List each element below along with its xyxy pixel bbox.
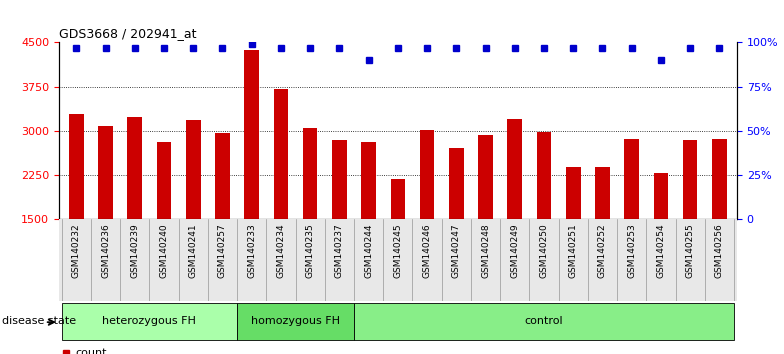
Text: GSM140257: GSM140257 [218, 224, 227, 278]
Text: GDS3668 / 202941_at: GDS3668 / 202941_at [59, 27, 196, 40]
Bar [128, 117, 142, 219]
Bar [98, 126, 113, 219]
Bar [390, 179, 405, 219]
Text: GSM140252: GSM140252 [598, 224, 607, 278]
Text: GSM140239: GSM140239 [130, 224, 140, 278]
Text: GSM140233: GSM140233 [247, 224, 256, 278]
Text: GSM140237: GSM140237 [335, 224, 344, 278]
Text: GSM140246: GSM140246 [423, 224, 432, 278]
Text: GSM140241: GSM140241 [189, 224, 198, 278]
Text: GSM140253: GSM140253 [627, 224, 637, 278]
Bar [537, 132, 551, 219]
Text: GSM140247: GSM140247 [452, 224, 461, 278]
Text: GSM140249: GSM140249 [510, 224, 519, 278]
Bar [186, 120, 201, 219]
Text: GSM140251: GSM140251 [568, 224, 578, 278]
FancyBboxPatch shape [62, 303, 237, 339]
Bar [507, 119, 522, 219]
Text: GSM140234: GSM140234 [277, 224, 285, 278]
Text: GSM140240: GSM140240 [159, 224, 169, 278]
FancyBboxPatch shape [237, 303, 354, 339]
Bar [654, 173, 668, 219]
Text: count: count [76, 348, 107, 354]
Bar [303, 128, 318, 219]
Text: GSM140255: GSM140255 [686, 224, 695, 278]
Bar [419, 130, 434, 219]
Text: GSM140245: GSM140245 [394, 224, 402, 278]
Bar [69, 114, 84, 219]
Bar [274, 88, 289, 219]
Bar [245, 50, 259, 219]
Bar [361, 142, 376, 219]
Text: heterozygous FH: heterozygous FH [103, 316, 196, 326]
Bar [449, 148, 463, 219]
Bar [595, 167, 610, 219]
Bar [683, 141, 698, 219]
Text: disease state: disease state [2, 316, 77, 326]
Text: GSM140254: GSM140254 [656, 224, 666, 278]
Text: GSM140236: GSM140236 [101, 224, 110, 278]
FancyBboxPatch shape [354, 303, 734, 339]
Text: GSM140244: GSM140244 [364, 224, 373, 278]
Bar [157, 142, 172, 219]
Text: GSM140256: GSM140256 [715, 224, 724, 278]
Bar [215, 133, 230, 219]
Bar [478, 135, 493, 219]
Bar [624, 139, 639, 219]
Bar [712, 139, 727, 219]
Text: GSM140235: GSM140235 [306, 224, 314, 278]
Text: GSM140232: GSM140232 [72, 224, 81, 278]
Bar [332, 140, 347, 219]
Text: GSM140250: GSM140250 [539, 224, 549, 278]
Text: GSM140248: GSM140248 [481, 224, 490, 278]
Text: homozygous FH: homozygous FH [251, 316, 340, 326]
Text: control: control [524, 316, 564, 326]
Bar [566, 167, 581, 219]
